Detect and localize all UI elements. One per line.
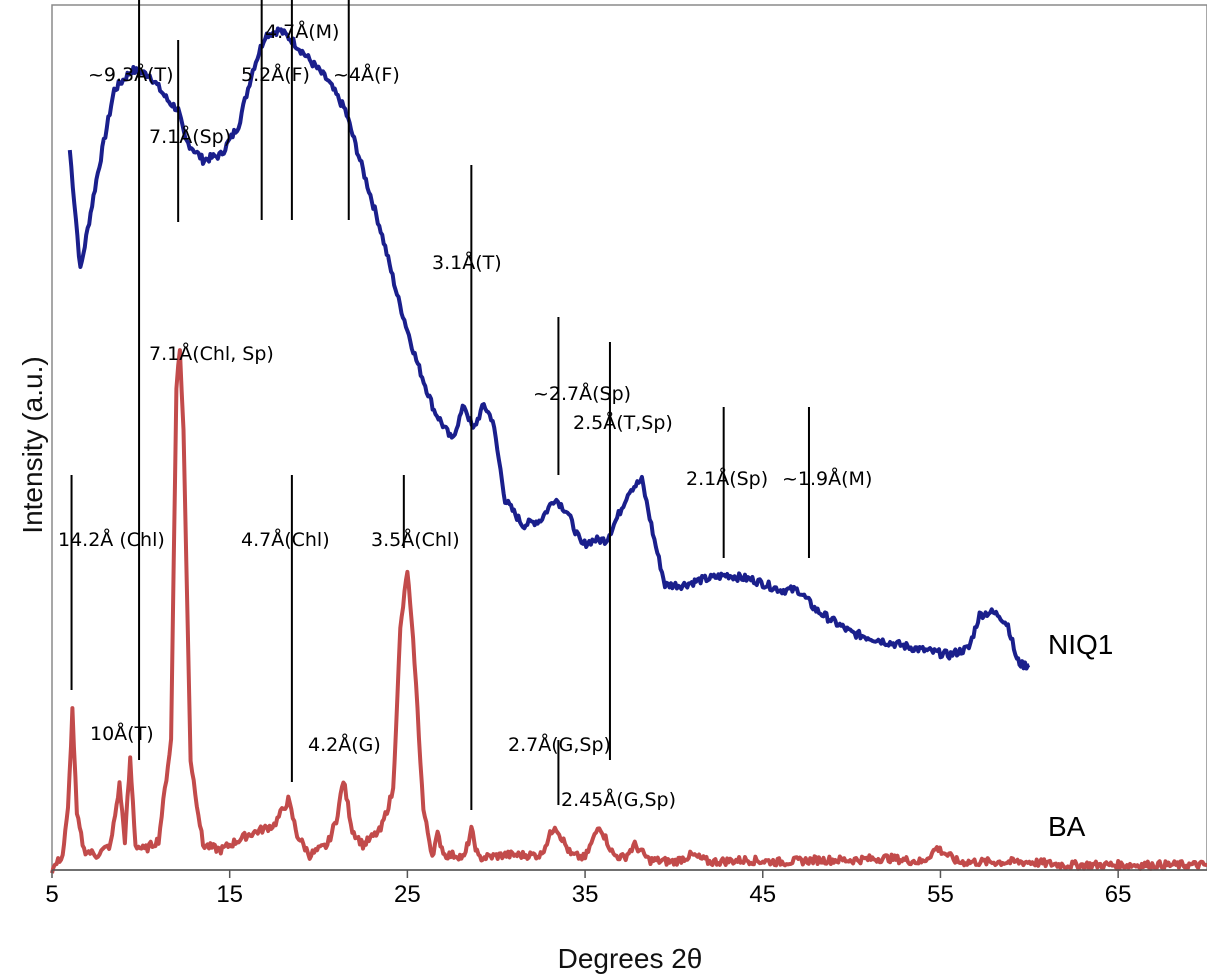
- annotation-label: 2.5Å(T,Sp): [573, 411, 673, 434]
- annotation-label: 2.7Å(G,Sp): [508, 733, 611, 756]
- annotation-label: 4.7Å(Chl): [241, 528, 330, 551]
- plot-area: [51, 4, 1207, 871]
- series-line-ba: [50, 348, 1207, 874]
- annotation-label: 3.1Å(T): [432, 251, 502, 274]
- plot-frame: [51, 4, 1207, 871]
- annotation-label: 5.2Å(F): [241, 63, 310, 86]
- annotation-label: 4.2Å(G): [308, 733, 381, 756]
- annotation-label: 3.5Å(Chl): [371, 528, 460, 551]
- annotation-label: 4.7Å(M): [265, 20, 339, 43]
- annotation-label: 7.1Å(Chl, Sp): [149, 342, 274, 365]
- x-tick-label: 5: [45, 881, 58, 908]
- x-tick-label: 65: [1105, 881, 1132, 908]
- annotation-label: ~9.3Å(T): [88, 63, 174, 86]
- annotation-label: ~1.9Å(M): [782, 467, 872, 490]
- annotation-label: 2.45Å(G,Sp): [561, 788, 676, 811]
- annotation-label: ~2.7Å(Sp): [533, 382, 631, 405]
- x-tick-label: 15: [216, 881, 243, 908]
- annotation-layer: ~9.3Å(T) 7.1Å(Sp) 5.2Å(F) 4.7Å(M) ~4Å(F) 3.1Å…: [58, 0, 872, 811]
- annotation-label: 7.1Å(Sp): [149, 125, 231, 148]
- x-tick-label: 25: [394, 881, 421, 908]
- x-axis-title: Degrees 2θ: [558, 943, 703, 974]
- annotation-label: 14.2Å (Chl): [58, 528, 165, 551]
- series-label-ba: BA: [1048, 811, 1086, 842]
- x-tick-label: 45: [749, 881, 776, 908]
- annotation-label: 2.1Å(Sp): [686, 467, 768, 490]
- annotation-label: 10Å(T): [90, 722, 154, 745]
- y-axis-title: Intensity (a.u.): [17, 356, 48, 533]
- series-layer: NIQ1 BA: [50, 26, 1207, 874]
- x-tick-label: 35: [572, 881, 599, 908]
- x-tick-label: 55: [927, 881, 954, 908]
- series-label-niq1: NIQ1: [1048, 629, 1113, 660]
- axis-layer: 5 15 25 35 45 55 65: [45, 869, 1207, 908]
- annotation-label: ~4Å(F): [333, 63, 400, 86]
- series-line-niq1: [67, 26, 1031, 671]
